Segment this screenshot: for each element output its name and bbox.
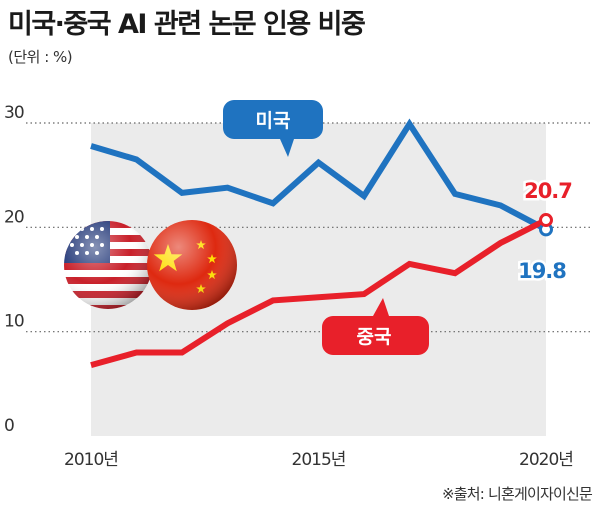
- us-flag-icon: [64, 221, 152, 309]
- y-tick-label: 20: [4, 207, 24, 227]
- x-tick-label: 2015년: [292, 450, 346, 470]
- x-tick-label: 2010년: [64, 450, 118, 470]
- y-tick-label: 10: [4, 312, 24, 332]
- us-callout: 미국: [223, 100, 323, 157]
- y-tick-label: 30: [4, 103, 24, 123]
- us-callout-label: 미국: [256, 110, 291, 132]
- source-note: ※출처: 니혼게이자이신문: [442, 485, 593, 503]
- china-callout-box: [322, 298, 429, 355]
- chart-title: 미국·중국 AI 관련 논문 인용 비중: [8, 9, 366, 40]
- china-end-value: 20.7: [524, 179, 572, 203]
- us-callout-box: [223, 100, 323, 157]
- y-tick-label: 0: [4, 416, 14, 436]
- china-end-point: [539, 213, 553, 228]
- x-axis-ticks: 2010년 2015년 2020년: [64, 450, 574, 470]
- series-layer: [90, 118, 553, 368]
- x-tick-label: 2020년: [519, 450, 573, 470]
- us-series-line: [90, 118, 548, 233]
- china-flag-icon: [147, 220, 237, 310]
- china-callout: 중국: [322, 298, 429, 355]
- y-axis-ticks: 0 10 20 30: [4, 103, 25, 436]
- us-end-value: 19.8: [518, 259, 566, 283]
- china-callout-label: 중국: [357, 326, 392, 348]
- china-series-line: [90, 217, 548, 368]
- unit-label: (단위 : %): [8, 48, 73, 66]
